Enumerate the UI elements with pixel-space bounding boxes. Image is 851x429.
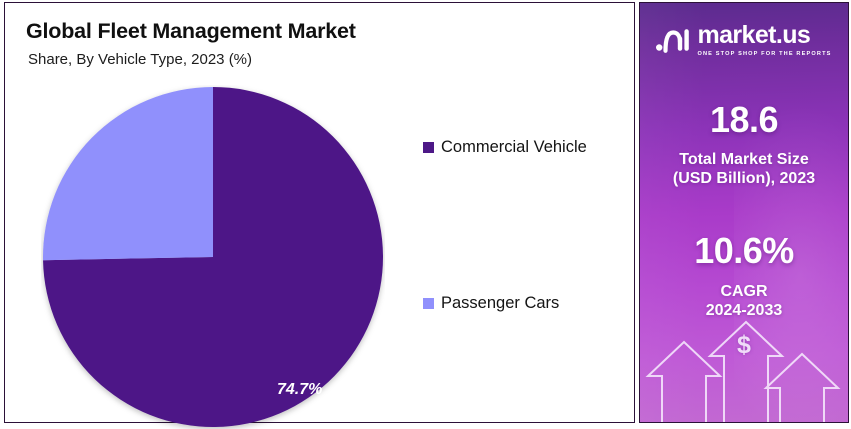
bar-chart-logo-icon: [656, 29, 690, 53]
logo-tagline: ONE STOP SHOP FOR THE REPORTS: [697, 51, 832, 57]
stat-value-market-size: 18.6: [709, 99, 779, 140]
legend-swatch-passenger-cars: [423, 297, 434, 309]
stats-panel: market.us ONE STOP SHOP FOR THE REPORTS …: [639, 2, 849, 423]
page-title: Global Fleet Management Market: [26, 19, 356, 43]
pie-chart-svg: [42, 87, 383, 428]
legend-label-passenger-cars: Passenger Cars: [441, 294, 560, 312]
legend-swatch-commercial-vehicle: [423, 141, 434, 153]
pie-slice-commercial-vehicle: [43, 87, 383, 428]
legend-label-commercial-vehicle: Commercial Vehicle: [441, 138, 587, 156]
legend-item-commercial-vehicle[interactable]: Commercial Vehicle: [423, 139, 587, 156]
dollar-sign-icon: $: [737, 331, 751, 359]
stat-caption-market-size-line1: Total Market Size: [679, 151, 809, 168]
chart-panel: Global Fleet Management Market Share, By…: [4, 2, 635, 428]
stat-caption-cagr: CAGR 2024-2033: [640, 283, 848, 321]
pie-slice-passenger-cars: [42, 87, 213, 261]
pie-chart: 74.7%: [41, 85, 385, 429]
stat-caption-market-size: Total Market Size (USD Billion), 2023: [640, 151, 848, 189]
stat-caption-cagr-line1: CAGR: [720, 283, 768, 300]
legend-item-passenger-cars[interactable]: Passenger Cars: [423, 295, 559, 312]
logo-wordmark: market.us: [697, 21, 811, 49]
stat-caption-cagr-line2: 2024-2033: [705, 301, 783, 319]
chart-subtitle: Share, By Vehicle Type, 2023 (%): [28, 51, 253, 68]
stat-value-cagr: 10.6%: [694, 230, 794, 271]
stat-caption-market-size-line2: (USD Billion), 2023: [672, 169, 816, 187]
growth-arrows-icon: [645, 320, 841, 422]
logo: market.us ONE STOP SHOP FOR THE REPORTS: [640, 23, 848, 57]
pie-data-label-commercial-vehicle: 74.7%: [277, 381, 323, 398]
